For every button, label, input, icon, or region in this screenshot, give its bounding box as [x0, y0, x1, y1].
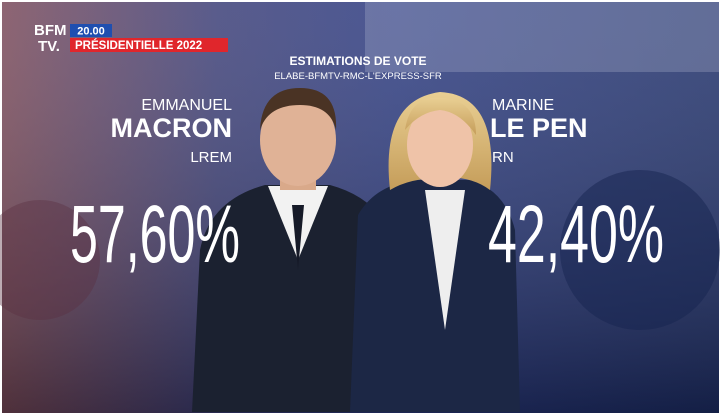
first-name: MARINE — [492, 97, 554, 114]
candidate-left: EMMANUEL MACRON LREM 57,60% — [70, 97, 240, 280]
last-name: MACRON — [111, 113, 233, 143]
lepen-photo — [350, 92, 520, 412]
candidate-right: MARINE LE PEN RN 42,40% — [488, 97, 664, 280]
title: ESTIMATIONS DE VOTE — [289, 54, 426, 68]
first-name: EMMANUEL — [141, 97, 232, 114]
program: PRÉSIDENTIELLE 2022 — [75, 39, 202, 52]
source: ELABE-BFMTV-RMC-L'EXPRESS-SFR — [274, 71, 442, 82]
macron-photo — [192, 88, 405, 412]
program-box — [70, 38, 228, 52]
last-name: LE PEN — [490, 113, 588, 143]
time: 20.00 — [77, 26, 105, 38]
party: LREM — [190, 149, 232, 166]
channel-logo: BFM TV. 20.00 PRÉSIDENTIELLE 2022 — [34, 22, 228, 55]
score: 42,40% — [488, 189, 664, 280]
logo-line: TV. — [38, 38, 60, 55]
logo-line: BFM — [34, 22, 67, 39]
time-box — [70, 24, 112, 37]
score: 57,60% — [70, 189, 240, 280]
party: RN — [492, 149, 514, 166]
